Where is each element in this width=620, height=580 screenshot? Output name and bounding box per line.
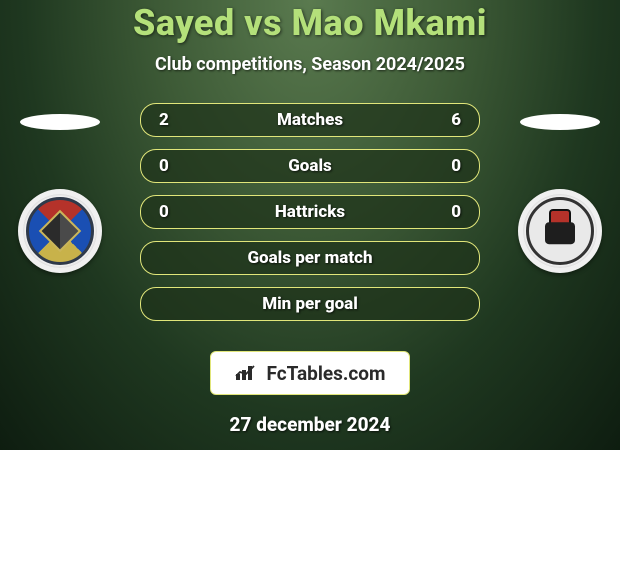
badge-inner: [26, 197, 94, 265]
stat-row-hattricks: 0 Hattricks 0: [140, 195, 480, 229]
player-left: [10, 103, 110, 273]
stat-label: Matches: [140, 110, 480, 130]
stat-label: Hattricks: [140, 202, 480, 222]
stat-value-left: 0: [159, 156, 169, 176]
content: Sayed vs Mao Mkami Club competitions, Se…: [0, 0, 620, 436]
fctables-label: FcTables.com: [266, 362, 385, 385]
player-left-silhouette: [10, 103, 110, 141]
page-title: Sayed vs Mao Mkami: [0, 0, 620, 44]
date-label: 27 december 2024: [0, 413, 620, 436]
club-badge-left: [18, 189, 102, 273]
background-bottom: [0, 450, 620, 580]
player-right: [510, 103, 610, 273]
comparison-stage: 2 Matches 6 0 Goals 0 0 Hattricks 0 Goal…: [0, 103, 620, 343]
stat-label: Goals per match: [140, 248, 480, 268]
stat-row-min-per-goal: Min per goal: [140, 287, 480, 321]
stat-label: Min per goal: [140, 294, 480, 314]
stat-value-right: 0: [451, 156, 461, 176]
stat-value-right: 6: [451, 110, 461, 130]
stat-row-goals-per-match: Goals per match: [140, 241, 480, 275]
bar-chart-icon: [234, 364, 260, 382]
stat-value-left: 2: [159, 110, 169, 130]
fctables-badge: FcTables.com: [210, 351, 410, 395]
subtitle: Club competitions, Season 2024/2025: [0, 54, 620, 75]
stat-row-matches: 2 Matches 6: [140, 103, 480, 137]
stat-rows: 2 Matches 6 0 Goals 0 0 Hattricks 0 Goal…: [140, 103, 480, 333]
stat-label: Goals: [140, 156, 480, 176]
stat-value-right: 0: [451, 202, 461, 222]
badge-inner: [526, 197, 594, 265]
stat-row-goals: 0 Goals 0: [140, 149, 480, 183]
stat-value-left: 0: [159, 202, 169, 222]
club-badge-right: [518, 189, 602, 273]
player-right-silhouette: [510, 103, 610, 141]
